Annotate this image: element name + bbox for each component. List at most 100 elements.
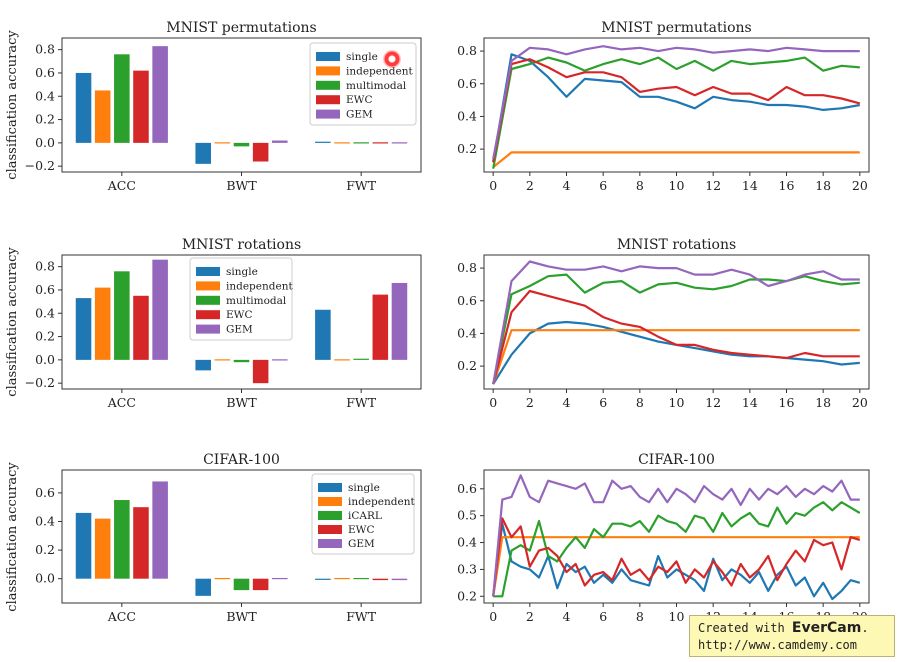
legend-label-independent: independent — [226, 280, 293, 292]
chart-title: MNIST rotations — [182, 237, 301, 253]
legend-swatch-single — [318, 483, 342, 492]
y-tick-label: 0.6 — [35, 282, 55, 297]
axes-frame — [61, 254, 422, 390]
bar-EWC-FWT — [372, 578, 389, 581]
bar-EWC-FWT — [372, 294, 389, 360]
y-tick-label: 0.8 — [35, 259, 55, 274]
legend-label-independent: independent — [348, 496, 415, 508]
legend-label-multimodal: multimodal — [226, 295, 287, 307]
series-line-iCARL — [493, 501, 861, 598]
bar-independent-ACC — [94, 518, 111, 579]
legend-swatch-EWC — [318, 525, 342, 534]
x-tick-label: 10 — [669, 178, 685, 193]
y-tick-label: 0.2 — [457, 141, 477, 156]
series-line-single — [492, 53, 860, 163]
x-tick-label: 4 — [563, 609, 571, 624]
bar-EWC-BWT — [252, 359, 269, 384]
bar-multimodal-FWT — [353, 358, 369, 360]
series-line-independent — [492, 151, 860, 168]
x-tick-label: BWT — [226, 178, 257, 193]
x-tick-label: 6 — [599, 178, 607, 193]
y-tick-label: 0.4 — [35, 88, 55, 103]
x-tick-label: 16 — [779, 395, 795, 410]
axes-frame — [483, 254, 870, 390]
x-tick-label: 20 — [852, 395, 868, 410]
x-tick-label: 8 — [636, 609, 644, 624]
bar-multimodal-FWT — [353, 142, 369, 144]
y-tick-label: 0.4 — [35, 513, 55, 528]
series-line-GEM — [492, 474, 860, 597]
x-tick-label: BWT — [226, 395, 257, 410]
legend: single independent iCARL EWC GEM — [311, 473, 415, 555]
y-tick-label: −0.2 — [25, 375, 55, 390]
x-tick-label: BWT — [226, 609, 257, 624]
series-line-EWC — [492, 58, 861, 163]
legend-label-GEM: GEM — [226, 324, 253, 336]
watermark-badge: Created with EverCam. http://www.camdemy… — [689, 615, 895, 657]
chart-title: CIFAR-100 — [638, 452, 715, 468]
bar-independent-FWT — [334, 142, 350, 144]
y-tick-label: 0.4 — [457, 108, 477, 123]
bar-independent-BWT — [214, 577, 231, 580]
y-tick-label: 0.6 — [457, 293, 477, 308]
watermark-prefix: Created with — [698, 621, 792, 635]
axes-frame — [483, 469, 870, 604]
legend-label-EWC: EWC — [226, 309, 253, 321]
x-tick-label: 0 — [489, 178, 497, 193]
legend-label-single: single — [348, 482, 380, 494]
y-tick-label: 0.2 — [457, 588, 477, 603]
bar-multimodal-BWT — [233, 142, 250, 147]
bar-independent-ACC — [94, 90, 111, 143]
bar-EWC-BWT — [252, 142, 269, 162]
series-line-independent — [492, 329, 860, 385]
bar-multimodal-ACC — [114, 271, 130, 360]
x-tick-label: 6 — [599, 609, 607, 624]
y-tick-label: 0.2 — [457, 358, 477, 373]
legend-swatch-single — [196, 267, 220, 276]
legend-label-EWC: EWC — [346, 94, 373, 106]
legend-swatch-multimodal — [316, 80, 340, 90]
x-tick-label: ACC — [107, 395, 136, 410]
series-line-single — [492, 522, 861, 601]
x-tick-label: 8 — [636, 178, 644, 193]
y-tick-label: 0.3 — [457, 561, 477, 576]
legend-swatch-EWC — [196, 310, 220, 320]
cursor-highlight-icon — [383, 50, 401, 68]
y-tick-label: 0.8 — [457, 260, 477, 275]
chart-title: CIFAR-100 — [203, 452, 280, 468]
chart-title: MNIST permutations — [166, 20, 316, 36]
x-tick-label: 10 — [669, 609, 685, 624]
panel-5: CIFAR-1000.20.30.40.50.60246810121416182… — [457, 452, 870, 624]
axes-frame — [483, 37, 870, 173]
series-line-GEM — [492, 260, 860, 385]
y-tick-label: 0.6 — [35, 65, 55, 80]
y-tick-label: 0.8 — [35, 42, 55, 57]
axes-frame — [61, 469, 422, 604]
legend-swatch-independent — [318, 497, 342, 506]
y-tick-label: 0.6 — [35, 485, 55, 500]
bar-single-BWT — [195, 359, 211, 371]
bar-GEM-BWT — [272, 359, 288, 361]
x-tick-label: 14 — [742, 395, 758, 410]
chart-title: MNIST rotations — [617, 237, 736, 253]
bar-EWC-ACC — [133, 295, 149, 360]
y-axis-label: classification accuracy — [5, 247, 20, 397]
bar-GEM-BWT — [272, 140, 288, 143]
legend-swatch-GEM — [318, 539, 342, 548]
bar-multimodal-BWT — [233, 359, 250, 363]
bar-EWC-FWT — [372, 142, 389, 144]
bar-GEM-ACC — [152, 259, 168, 360]
bar-single-ACC — [75, 298, 92, 360]
legend-label-single: single — [346, 51, 378, 63]
panel-2: MNIST rotations −0.2 0.0 0.2 0.4 0.6 0.8 ACC BWT… — [25, 237, 422, 410]
legend-swatch-single — [316, 52, 340, 61]
bar-iCARL-BWT — [233, 578, 250, 591]
axes-frame — [61, 37, 422, 173]
y-tick-label: 0.6 — [457, 481, 477, 496]
y-axis-label: classification accuracy — [5, 462, 20, 612]
x-tick-label: 10 — [669, 395, 685, 410]
bar-single-BWT — [195, 578, 211, 596]
x-tick-label: FWT — [346, 609, 377, 624]
legend-swatch-EWC — [316, 95, 340, 105]
y-tick-label: 0.0 — [35, 571, 55, 586]
